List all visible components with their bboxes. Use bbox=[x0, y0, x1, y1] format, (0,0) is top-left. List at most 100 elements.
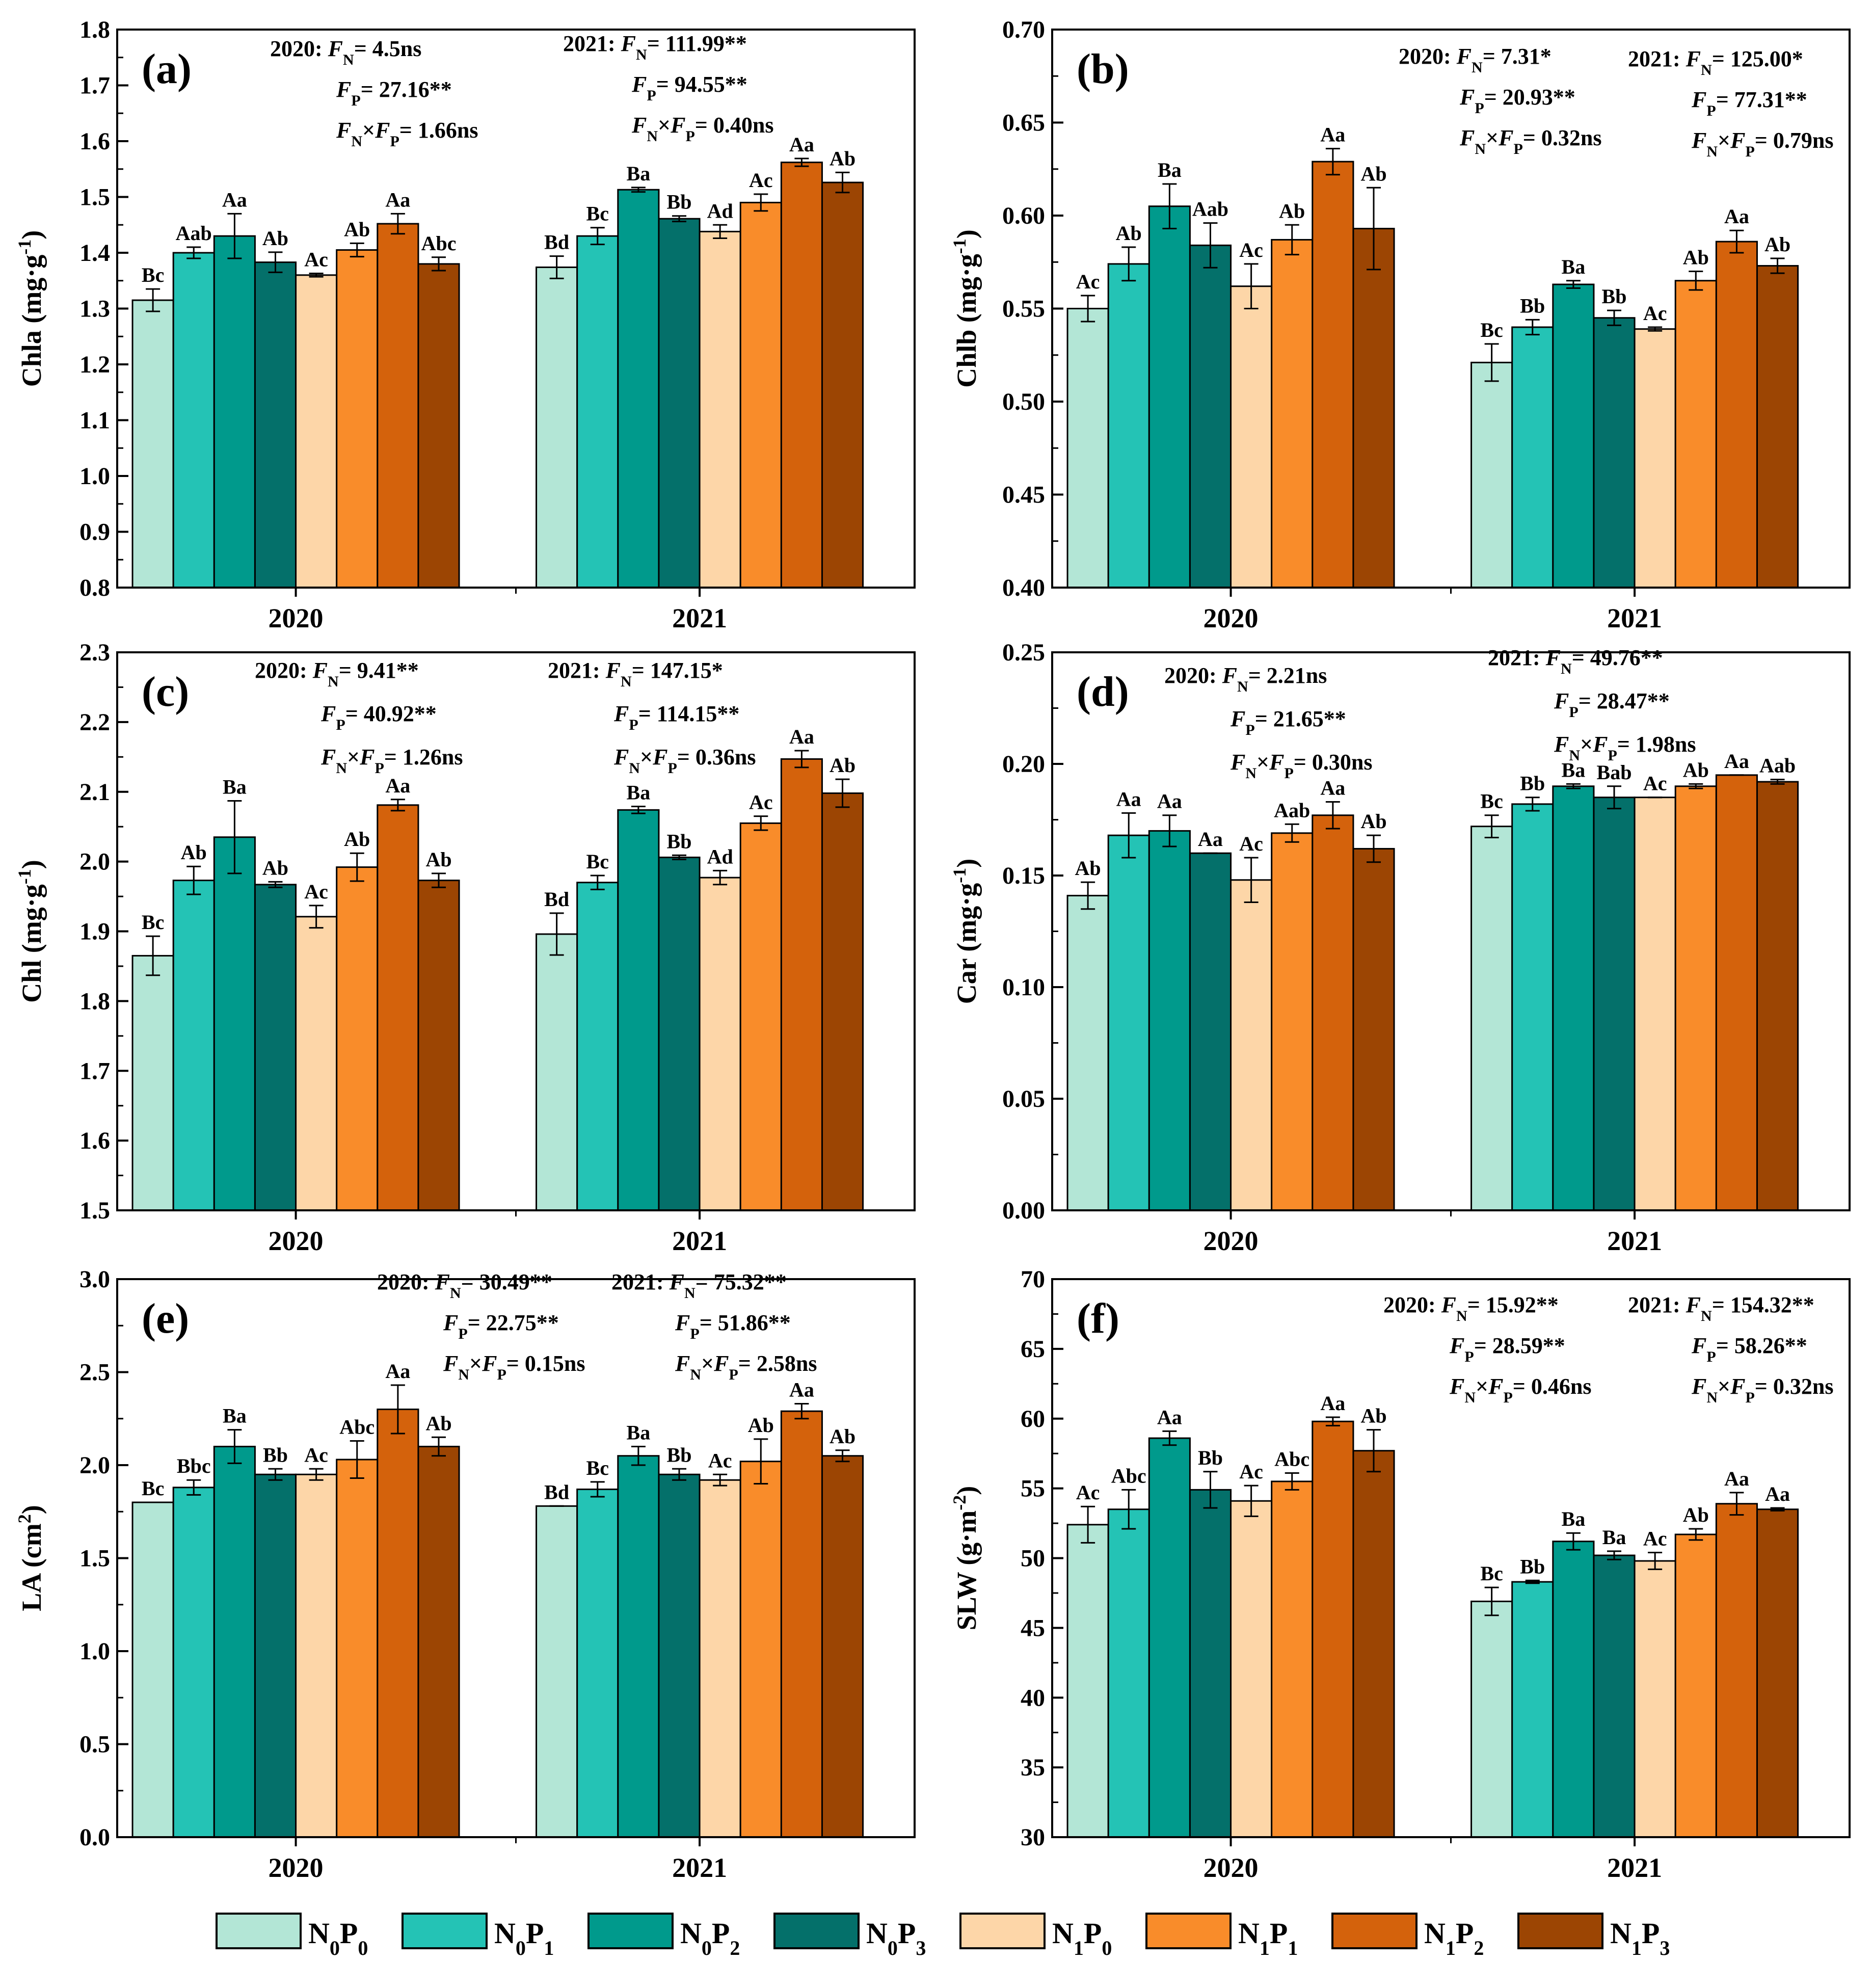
legend-label: N0P3 bbox=[866, 1917, 926, 1959]
bar-2021-N0P2 bbox=[617, 1455, 660, 1838]
anova-stats-2020: 2020: FN= 4.5ns FP= 27.16** FN×FP= 1.66ns bbox=[270, 36, 478, 150]
significance-label: Ac bbox=[1239, 1460, 1263, 1483]
significance-label: Ab bbox=[1360, 1404, 1386, 1427]
y-tick-label: 0.50 bbox=[1002, 388, 1045, 415]
bar-2021-N1P2 bbox=[780, 1410, 823, 1838]
significance-label: Abc bbox=[339, 1416, 375, 1439]
y-tick-label: 1.4 bbox=[79, 240, 110, 267]
significance-label: Ac bbox=[1643, 302, 1667, 325]
significance-label: Ac bbox=[749, 791, 773, 814]
anova-fnfp: FN×FP= 0.30ns bbox=[1230, 750, 1372, 782]
legend-item-N1P1: N1P1 bbox=[1145, 1913, 1298, 1959]
y-tick-label: 0.5 bbox=[79, 1731, 110, 1758]
significance-label: Aa bbox=[1724, 205, 1749, 228]
panels: Bc Aab Aa Ab Ac Ab Aa Abc Bd Bc Ba Bb Ad Ac Aa Ab 0.8 0.9… bbox=[14, 16, 1851, 1883]
significance-label: Ad bbox=[707, 845, 733, 868]
significance-label: Bc bbox=[142, 911, 164, 934]
bar-2021-N1P0 bbox=[699, 1479, 741, 1838]
significance-label: Bd bbox=[544, 231, 569, 254]
bar-2021-N0P0 bbox=[536, 1505, 578, 1838]
y-tick-label: 70 bbox=[1021, 1266, 1045, 1293]
bar-2020-N0P2 bbox=[1148, 1437, 1191, 1838]
y-tick-label: 0.55 bbox=[1002, 296, 1045, 323]
bar-2020-N1P3 bbox=[417, 1446, 460, 1838]
significance-label: Bb bbox=[263, 1443, 288, 1466]
significance-label: Aa bbox=[385, 774, 410, 797]
anova-stats-2021: 2021: FN= 75.32** FP= 51.86** FN×FP= 2.58n… bbox=[611, 1269, 817, 1383]
significance-label: Ba bbox=[1562, 1507, 1586, 1530]
significance-label: Ba bbox=[1562, 758, 1586, 781]
legend-swatch bbox=[1145, 1913, 1232, 1949]
significance-label: Ba bbox=[223, 776, 247, 799]
bar-2020-N1P3 bbox=[1352, 1450, 1395, 1838]
significance-label: Ad bbox=[707, 199, 733, 222]
significance-label: Ba bbox=[627, 1421, 651, 1444]
bar-2020-N1P1 bbox=[336, 866, 379, 1211]
y-tick-label: 1.5 bbox=[79, 1197, 110, 1224]
anova-stats-2021: 2021: FN= 125.00* FP= 77.31** FN×FP= 0.79n… bbox=[1628, 46, 1833, 160]
x-category-label: 2020 bbox=[1204, 1852, 1259, 1883]
x-category-label: 2021 bbox=[672, 1852, 727, 1883]
significance-label: Ab bbox=[1279, 199, 1305, 222]
significance-label: Aa bbox=[385, 1360, 410, 1383]
anova-stats-2020: 2020: FN= 9.41** FP= 40.92** FN×FP= 1.26ns bbox=[255, 658, 463, 777]
bar-2021-N0P0 bbox=[536, 933, 578, 1211]
significance-label: Ac bbox=[708, 1449, 732, 1472]
legend: N0P0 N0P1 N0P2 N0P3 N1P0 N1P1 N1P2 N1P3 bbox=[216, 1913, 1670, 1959]
significance-label: Ab bbox=[830, 147, 855, 170]
bar-2020-N0P2 bbox=[213, 836, 256, 1211]
y-axis-label: Car (mg·g-1) bbox=[949, 859, 982, 1004]
y-tick-label: 0.40 bbox=[1002, 574, 1045, 601]
x-category-label: 2021 bbox=[1607, 1852, 1662, 1883]
y-tick-label: 0.65 bbox=[1002, 110, 1045, 137]
anova-fp: FP= 27.16** bbox=[336, 77, 452, 109]
bar-2020-N1P2 bbox=[1312, 1420, 1354, 1838]
bar-2021-N0P3 bbox=[1593, 1554, 1636, 1838]
significance-label: Ac bbox=[304, 248, 328, 271]
anova-fnfp: FN×FP= 2.58ns bbox=[675, 1351, 817, 1383]
significance-label: Bc bbox=[1480, 319, 1503, 341]
bar-2021-N1P0 bbox=[699, 230, 741, 589]
significance-label: Ba bbox=[627, 781, 651, 804]
anova-fn: 2021: FN= 125.00* bbox=[1628, 46, 1803, 78]
bar-2020-N1P3 bbox=[1352, 847, 1395, 1211]
x-category-label: 2020 bbox=[269, 1852, 324, 1883]
y-tick-label: 1.6 bbox=[79, 1127, 110, 1154]
bar-2020-N0P1 bbox=[172, 880, 215, 1211]
x-category-label: 2020 bbox=[1204, 1226, 1259, 1256]
anova-fnfp: FN×FP= 0.79ns bbox=[1691, 128, 1833, 160]
y-tick-label: 1.8 bbox=[79, 16, 110, 43]
significance-label: Aab bbox=[176, 222, 212, 245]
bar-2021-N1P2 bbox=[780, 758, 823, 1211]
anova-fnfp: FN×FP= 0.36ns bbox=[613, 745, 756, 777]
legend-item-N0P2: N0P2 bbox=[587, 1913, 740, 1959]
significance-label: Ab bbox=[1683, 1503, 1709, 1526]
panel-label: (a) bbox=[142, 45, 192, 93]
y-tick-label: 1.7 bbox=[79, 1057, 110, 1084]
bar-2021-N1P1 bbox=[1674, 280, 1717, 589]
anova-fn: 2021: FN= 147.15* bbox=[548, 658, 723, 690]
y-tick-label: 45 bbox=[1021, 1614, 1045, 1641]
bar-2021-N0P1 bbox=[1511, 803, 1554, 1211]
significance-label: Aa bbox=[1320, 123, 1345, 146]
legend-swatch bbox=[959, 1913, 1046, 1949]
significance-label: Ab bbox=[1116, 222, 1142, 245]
bar-2021-N1P3 bbox=[1756, 1508, 1799, 1838]
anova-fnfp: FN×FP= 1.98ns bbox=[1554, 732, 1696, 764]
bar-2020-N0P0 bbox=[131, 299, 174, 589]
significance-label: Ac bbox=[1643, 1527, 1667, 1550]
chart-panel-d: Ab Aa Aa Aa Ac Aab Aa Ab Bc Bb Ba Bab Ac Ab Aa Aab 0.00 0… bbox=[949, 639, 1851, 1256]
bar-2021-N0P0 bbox=[1470, 826, 1513, 1211]
legend-item-N1P2: N1P2 bbox=[1331, 1913, 1484, 1959]
anova-stats-2021: 2021: FN= 111.99** FP= 94.55** FN×FP= 0.40… bbox=[563, 31, 773, 145]
bar-2020-N1P1 bbox=[1271, 238, 1314, 589]
bar-2020-N0P2 bbox=[213, 235, 256, 589]
anova-fp: FP= 58.26** bbox=[1691, 1333, 1807, 1365]
significance-label: Aa bbox=[1724, 750, 1749, 773]
y-tick-label: 30 bbox=[1021, 1824, 1045, 1851]
y-tick-label: 50 bbox=[1021, 1545, 1045, 1572]
y-tick-label: 0.00 bbox=[1002, 1197, 1045, 1224]
significance-label: Aa bbox=[1320, 1392, 1345, 1415]
significance-label: Ab bbox=[425, 848, 451, 871]
bar-2021-N1P1 bbox=[1674, 1533, 1717, 1838]
